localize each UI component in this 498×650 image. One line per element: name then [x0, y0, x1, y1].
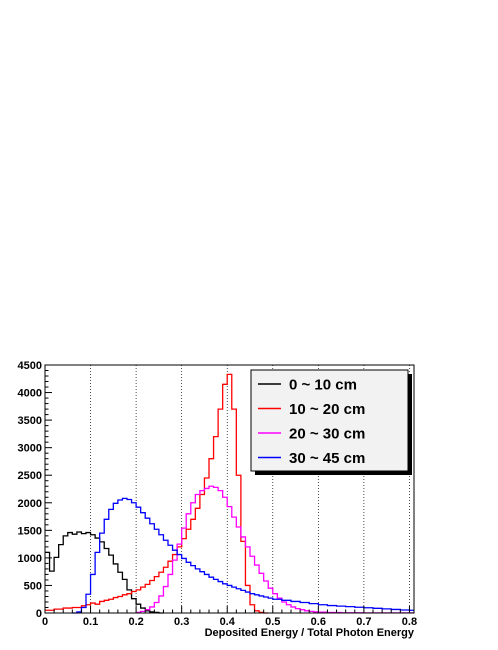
- y-tick-label: 1000: [18, 553, 42, 565]
- y-tick-label: 500: [24, 580, 42, 592]
- series-3: [136, 485, 415, 614]
- y-axis: 0 500 1000 1500 2000 2500 3000 3500 4000 4500: [18, 360, 52, 620]
- y-tick-label: 0: [36, 608, 42, 620]
- y-tick-label: 3500: [18, 415, 42, 427]
- legend-item: 0 ~ 10 cm: [258, 377, 357, 394]
- x-tick-label: 0.8: [402, 616, 417, 628]
- series-layer: [45, 373, 415, 614]
- x-axis-label: Deposited Energy / Total Photon Energy: [205, 627, 415, 639]
- legend-label: 20 ~ 30 cm: [289, 426, 365, 443]
- x-tick-label: 0.1: [83, 616, 98, 628]
- y-tick-label: 4500: [18, 360, 42, 372]
- vertical-gridlines: [90, 365, 410, 613]
- legend-item: 30 ~ 45 cm: [258, 450, 365, 467]
- x-axis: 0 0.1 0.2 0.3 0.4 0.5 0.6 0.7 0.8: [42, 606, 417, 628]
- x-tick-label: 0.2: [128, 616, 143, 628]
- legend-label: 30 ~ 45 cm: [289, 450, 365, 467]
- y-tick-label: 4000: [18, 388, 42, 400]
- x-tick-label: 0.6: [311, 616, 326, 628]
- y-tick-label: 3000: [18, 443, 42, 455]
- y-tick-label: 1500: [18, 525, 42, 537]
- series-line: [45, 373, 269, 614]
- plot-frame: [44, 364, 415, 614]
- series-line: [45, 531, 164, 614]
- series-2: [45, 373, 269, 614]
- y-tick-label: 2000: [18, 498, 42, 510]
- legend-box: [250, 369, 409, 472]
- legend-label: 10 ~ 20 cm: [289, 401, 365, 418]
- x-tick-label: 0.5: [265, 616, 280, 628]
- series-line: [136, 485, 415, 614]
- x-tick-label: 0.7: [356, 616, 371, 628]
- x-tick-label: 0.4: [220, 616, 236, 628]
- legend-item: 20 ~ 30 cm: [258, 426, 365, 443]
- x-tick-label: 0: [42, 616, 48, 628]
- series-line: [72, 497, 414, 614]
- legend-item: 10 ~ 20 cm: [258, 401, 365, 418]
- series-1: [45, 531, 164, 614]
- legend: 0 ~ 10 cm 10 ~ 20 cm 20 ~ 30 cm 30 ~ 45 cm: [250, 369, 412, 475]
- legend-label: 0 ~ 10 cm: [289, 377, 357, 394]
- y-tick-label: 2500: [18, 470, 42, 482]
- series-4: [72, 497, 414, 614]
- x-tick-label: 0.3: [174, 616, 189, 628]
